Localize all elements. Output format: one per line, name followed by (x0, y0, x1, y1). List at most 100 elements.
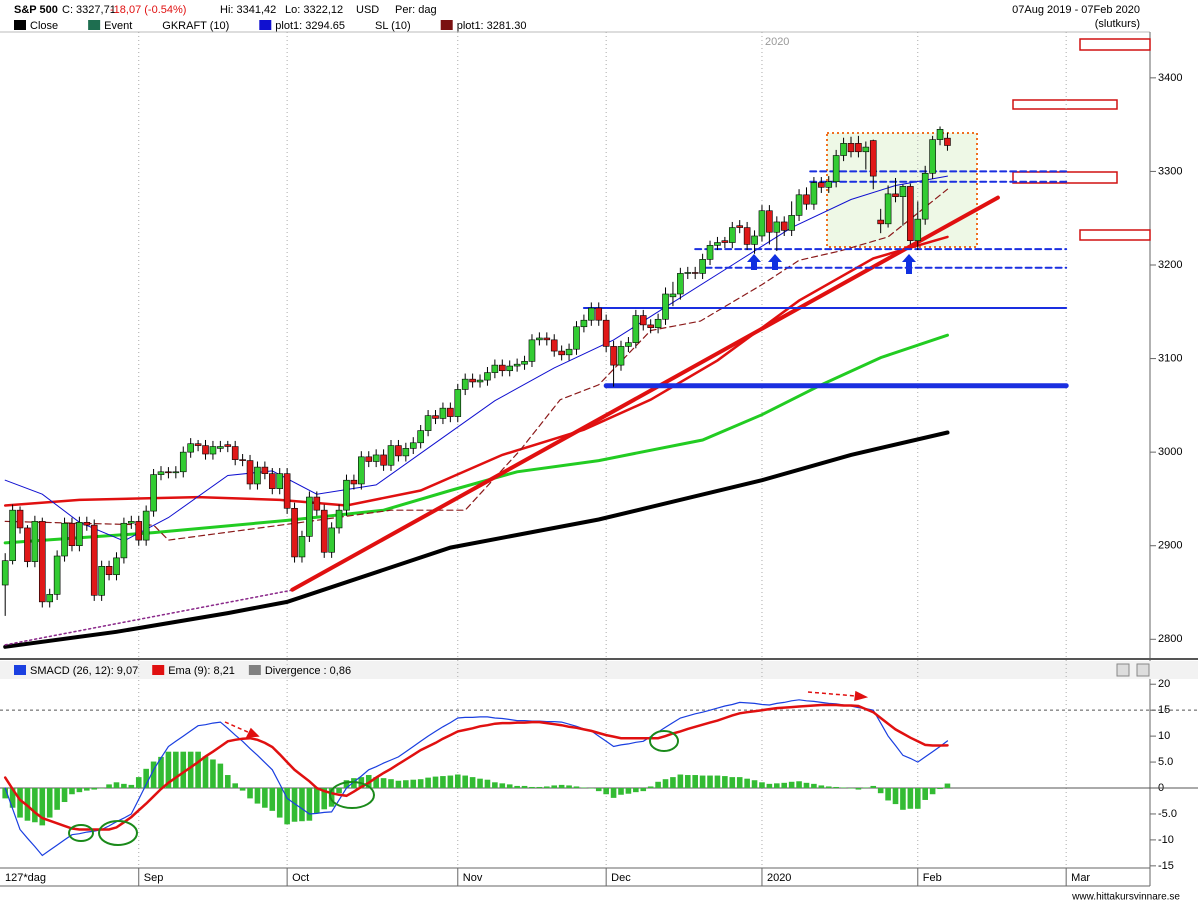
histogram-bar (892, 788, 899, 805)
histogram-bar (647, 786, 654, 789)
candle-body (513, 363, 521, 367)
legend-label: Divergence : 0,86 (265, 665, 351, 677)
histogram-bar (670, 777, 676, 789)
y-tick-label: 2800 (1158, 633, 1182, 645)
histogram-bar (373, 777, 379, 789)
candle-body (595, 307, 603, 321)
up-arrow (747, 254, 761, 270)
candle-body (98, 565, 105, 596)
histogram-bar (187, 751, 194, 789)
candle-body (105, 565, 113, 576)
legend-swatch (248, 665, 261, 675)
histogram-bar (736, 777, 743, 789)
candle-body (691, 272, 699, 274)
candle-body (358, 456, 365, 485)
histogram-bar (492, 782, 498, 789)
histogram-bar (224, 775, 231, 789)
histogram-bar (417, 779, 424, 789)
histogram-bar (425, 777, 431, 789)
candle-body (261, 466, 269, 474)
histogram-bar (61, 788, 68, 803)
legend-swatch (88, 20, 101, 30)
candle-body (9, 509, 16, 561)
y-tick-label: 2900 (1158, 540, 1182, 552)
candle-body (16, 509, 24, 529)
histogram-bar (544, 786, 550, 789)
candle-body (706, 245, 714, 260)
legend-label: GKRAFT (10) (162, 20, 229, 32)
candle-body (639, 315, 647, 326)
histogram-bar (655, 781, 661, 789)
histogram-bar (232, 783, 238, 789)
candle-body (46, 594, 54, 603)
line-series (4, 188, 949, 541)
tool-icon[interactable] (1136, 663, 1150, 677)
candle-body (31, 521, 39, 562)
x-tick-label: Oct (292, 872, 309, 884)
histogram-bar (825, 786, 832, 789)
candle-body (53, 555, 61, 595)
histogram-bar (900, 788, 906, 810)
histogram-bar (432, 776, 439, 789)
candle-body (387, 445, 395, 466)
histogram-bar (625, 788, 632, 794)
candle-body (142, 510, 150, 541)
tool-icon[interactable] (1116, 663, 1130, 677)
y-tick-label: -5.0 (1158, 808, 1177, 820)
histogram-bar (440, 776, 446, 789)
candle-body (521, 361, 528, 365)
histogram-bar (351, 778, 357, 789)
histogram-bar (944, 783, 951, 789)
y-tick-label: 10 (1158, 730, 1170, 742)
candle-body (217, 446, 224, 449)
histogram-bar (677, 774, 684, 789)
candle-body (625, 342, 632, 347)
histogram-bar (314, 788, 320, 814)
candle-body (580, 319, 588, 328)
legend-swatch (152, 665, 165, 675)
histogram-bar (32, 788, 38, 823)
histogram-bar (46, 788, 53, 818)
candle-body (847, 143, 855, 153)
legend-label: Close (30, 20, 58, 32)
histogram-bar (699, 775, 706, 789)
candle-body (907, 186, 914, 241)
candle-body (892, 193, 899, 197)
histogram-bar (803, 782, 810, 789)
trend-arrows (224, 690, 869, 738)
x-tick-label: Mar (1071, 872, 1090, 884)
histogram-bar (269, 788, 276, 811)
candle-body (120, 522, 128, 559)
histogram-bar (929, 788, 936, 795)
line-series (4, 588, 296, 646)
x-tick-label: Dec (611, 872, 631, 884)
histogram-bar (284, 788, 290, 825)
histogram-bar (469, 777, 476, 789)
period: Per: dag (395, 4, 437, 16)
indicator-header (0, 661, 1198, 679)
candle-body (128, 521, 135, 524)
candle-body (432, 415, 439, 419)
histogram-bar (521, 785, 528, 789)
histogram-bar (462, 775, 468, 789)
histogram-bar (744, 778, 750, 789)
target-box (1012, 99, 1118, 110)
candle-body (550, 339, 558, 352)
histogram-bar (306, 788, 313, 821)
y-tick-label: 20 (1158, 678, 1170, 690)
candle-body (165, 471, 172, 474)
currency: USD (356, 4, 379, 16)
x-tick-label: Feb (923, 872, 942, 884)
histogram-bar (447, 775, 454, 789)
candle-body (884, 193, 892, 225)
candle-body (684, 272, 692, 274)
histogram-bar (573, 786, 580, 789)
arrow (224, 721, 251, 734)
histogram-bar (76, 788, 83, 793)
candle-body (283, 473, 291, 509)
candle-body (832, 155, 840, 183)
high-text: Hi: 3341,42 (220, 4, 276, 16)
candle-body (736, 225, 744, 228)
